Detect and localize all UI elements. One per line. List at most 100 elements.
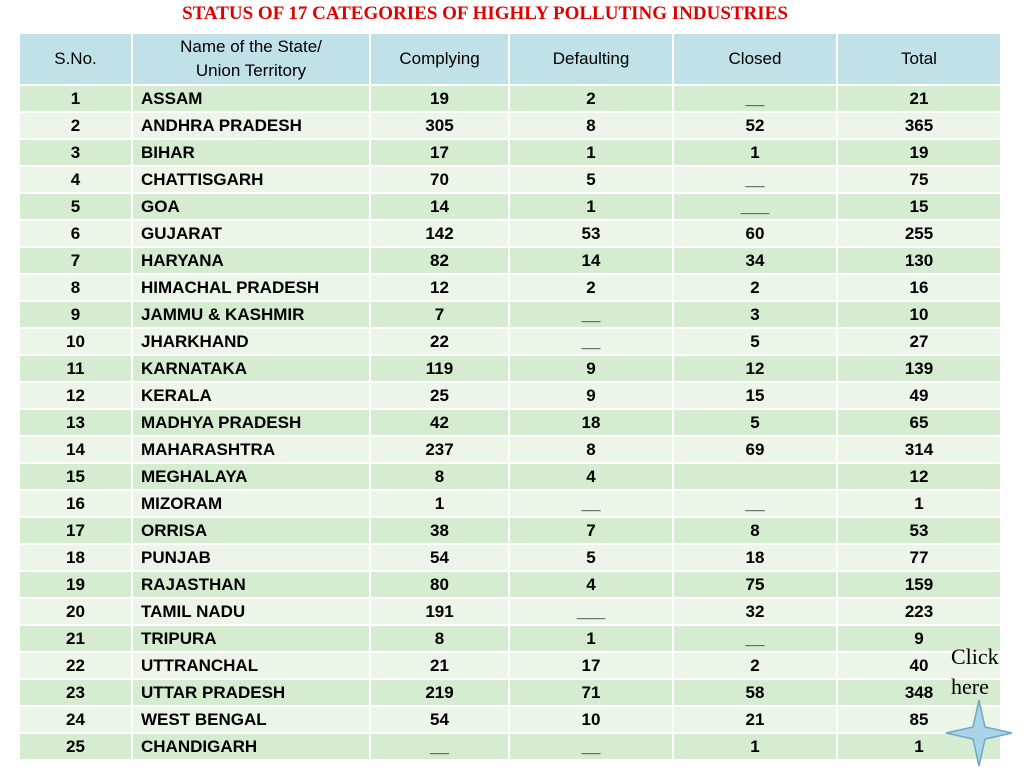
table-cell: 32 <box>672 597 838 626</box>
table-cell: 219 <box>369 678 510 707</box>
table-cell: 22 <box>369 327 510 356</box>
table-cell: MEGHALAYA <box>131 462 371 491</box>
table-cell: 15 <box>836 192 1002 221</box>
table-row: 11 KARNATAKA 119 9 12 139 <box>18 354 1002 383</box>
table-cell: __ <box>672 624 838 653</box>
header-row: S.No. Name of the State/ Union Territory C… <box>18 32 1002 86</box>
table-row: 2 ANDHRA PRADESH 305 8 52 365 <box>18 111 1002 140</box>
table-cell: GUJARAT <box>131 219 371 248</box>
table-cell: 12 <box>672 354 838 383</box>
table-cell <box>672 462 838 491</box>
table-row: 14 MAHARASHTRA 237 8 69 314 <box>18 435 1002 464</box>
table-cell: MIZORAM <box>131 489 371 518</box>
header-text: Total <box>901 49 937 68</box>
click-here-link[interactable]: Click here <box>951 644 999 699</box>
table-cell: 1 <box>672 732 838 761</box>
table-cell: 1 <box>18 84 133 113</box>
table-row: 19 RAJASTHAN 80 4 75 159 <box>18 570 1002 599</box>
table-cell: 8 <box>672 516 838 545</box>
table-row: 18 PUNJAB 54 5 18 77 <box>18 543 1002 572</box>
table-cell: 16 <box>18 489 133 518</box>
table-cell: TRIPURA <box>131 624 371 653</box>
table-cell: 22 <box>18 651 133 680</box>
table-cell: 12 <box>18 381 133 410</box>
header-cell: Name of the State/ Union Territory <box>131 32 371 86</box>
table-cell: GOA <box>131 192 371 221</box>
table-row: 9 JAMMU & KASHMIR 7 __ 3 10 <box>18 300 1002 329</box>
table-cell: 52 <box>672 111 838 140</box>
table-cell: 19 <box>836 138 1002 167</box>
table-cell: 13 <box>18 408 133 437</box>
table-cell: 2 <box>508 273 674 302</box>
table-cell: 365 <box>836 111 1002 140</box>
table-row: 13 MADHYA PRADESH 42 18 5 65 <box>18 408 1002 437</box>
table-cell: 1 <box>836 489 1002 518</box>
table-cell: ___ <box>508 597 674 626</box>
table-cell: 159 <box>836 570 1002 599</box>
table-cell: 5 <box>508 165 674 194</box>
table-cell: 18 <box>18 543 133 572</box>
table-cell: ANDHRA PRADESH <box>131 111 371 140</box>
star-shape <box>945 699 1013 767</box>
header-cell: Closed <box>672 32 838 86</box>
table-row: 17 ORRISA 38 7 8 53 <box>18 516 1002 545</box>
table-cell: 5 <box>672 327 838 356</box>
table-cell: __ <box>508 489 674 518</box>
table-row: 6 GUJARAT 142 53 60 255 <box>18 219 1002 248</box>
header-cell: S.No. <box>18 32 133 86</box>
table-cell: 49 <box>836 381 1002 410</box>
table-cell: 2 <box>508 84 674 113</box>
table-cell: 17 <box>369 138 510 167</box>
table-cell: 20 <box>18 597 133 626</box>
table-cell: MADHYA PRADESH <box>131 408 371 437</box>
table-cell: 223 <box>836 597 1002 626</box>
table-cell: 7 <box>369 300 510 329</box>
table-row: 20 TAMIL NADU 191 ___ 32 223 <box>18 597 1002 626</box>
table-row: 25 CHANDIGARH __ __ 1 1 <box>18 732 1002 761</box>
table-row: 12 KERALA 25 9 15 49 <box>18 381 1002 410</box>
star-icon[interactable] <box>944 698 1014 768</box>
table-cell: 23 <box>18 678 133 707</box>
table-cell: 24 <box>18 705 133 734</box>
table-cell: __ <box>508 300 674 329</box>
table-body: 1 ASSAM 19 2 __ 21 2 ANDHRA PRADESH 305 8 52 365 3 BI… <box>18 84 1002 761</box>
table-cell: KARNATAKA <box>131 354 371 383</box>
table-cell: 14 <box>18 435 133 464</box>
table-cell: 142 <box>369 219 510 248</box>
table-cell: 2 <box>18 111 133 140</box>
table-cell: RAJASTHAN <box>131 570 371 599</box>
table-cell: 34 <box>672 246 838 275</box>
table-cell: 130 <box>836 246 1002 275</box>
table-cell: BIHAR <box>131 138 371 167</box>
table-cell: 80 <box>369 570 510 599</box>
header-text: Defaulting <box>552 49 630 68</box>
header-text: Name of the State/ Union Territory <box>180 37 322 80</box>
table-cell: 237 <box>369 435 510 464</box>
table-cell: 16 <box>836 273 1002 302</box>
table-row: 5 GOA 14 1 ___ 15 <box>18 192 1002 221</box>
table-cell: 25 <box>18 732 133 761</box>
header-cell: Defaulting <box>508 32 674 86</box>
table-cell: 54 <box>369 705 510 734</box>
table-row: 10 JHARKHAND 22 __ 5 27 <box>18 327 1002 356</box>
table-cell: HARYANA <box>131 246 371 275</box>
table-cell: __ <box>672 165 838 194</box>
table-cell: 348 <box>836 678 1002 707</box>
table-cell: __ <box>508 732 674 761</box>
table-cell: 65 <box>836 408 1002 437</box>
table-cell: 5 <box>508 543 674 572</box>
table-cell: 38 <box>369 516 510 545</box>
table-cell: 305 <box>369 111 510 140</box>
table-row: 24 WEST BENGAL 54 10 21 85 <box>18 705 1002 734</box>
table-cell: 6 <box>18 219 133 248</box>
table-cell: 12 <box>369 273 510 302</box>
table-cell: 58 <box>672 678 838 707</box>
table-row: 22 UTTRANCHAL 21 17 2 40 <box>18 651 1002 680</box>
table-row: 7 HARYANA 82 14 34 130 <box>18 246 1002 275</box>
table-cell: 8 <box>508 111 674 140</box>
table-cell: 19 <box>18 570 133 599</box>
table-cell: 60 <box>672 219 838 248</box>
table-cell: HIMACHAL PRADESH <box>131 273 371 302</box>
table-cell: 70 <box>369 165 510 194</box>
table-cell: 21 <box>836 84 1002 113</box>
